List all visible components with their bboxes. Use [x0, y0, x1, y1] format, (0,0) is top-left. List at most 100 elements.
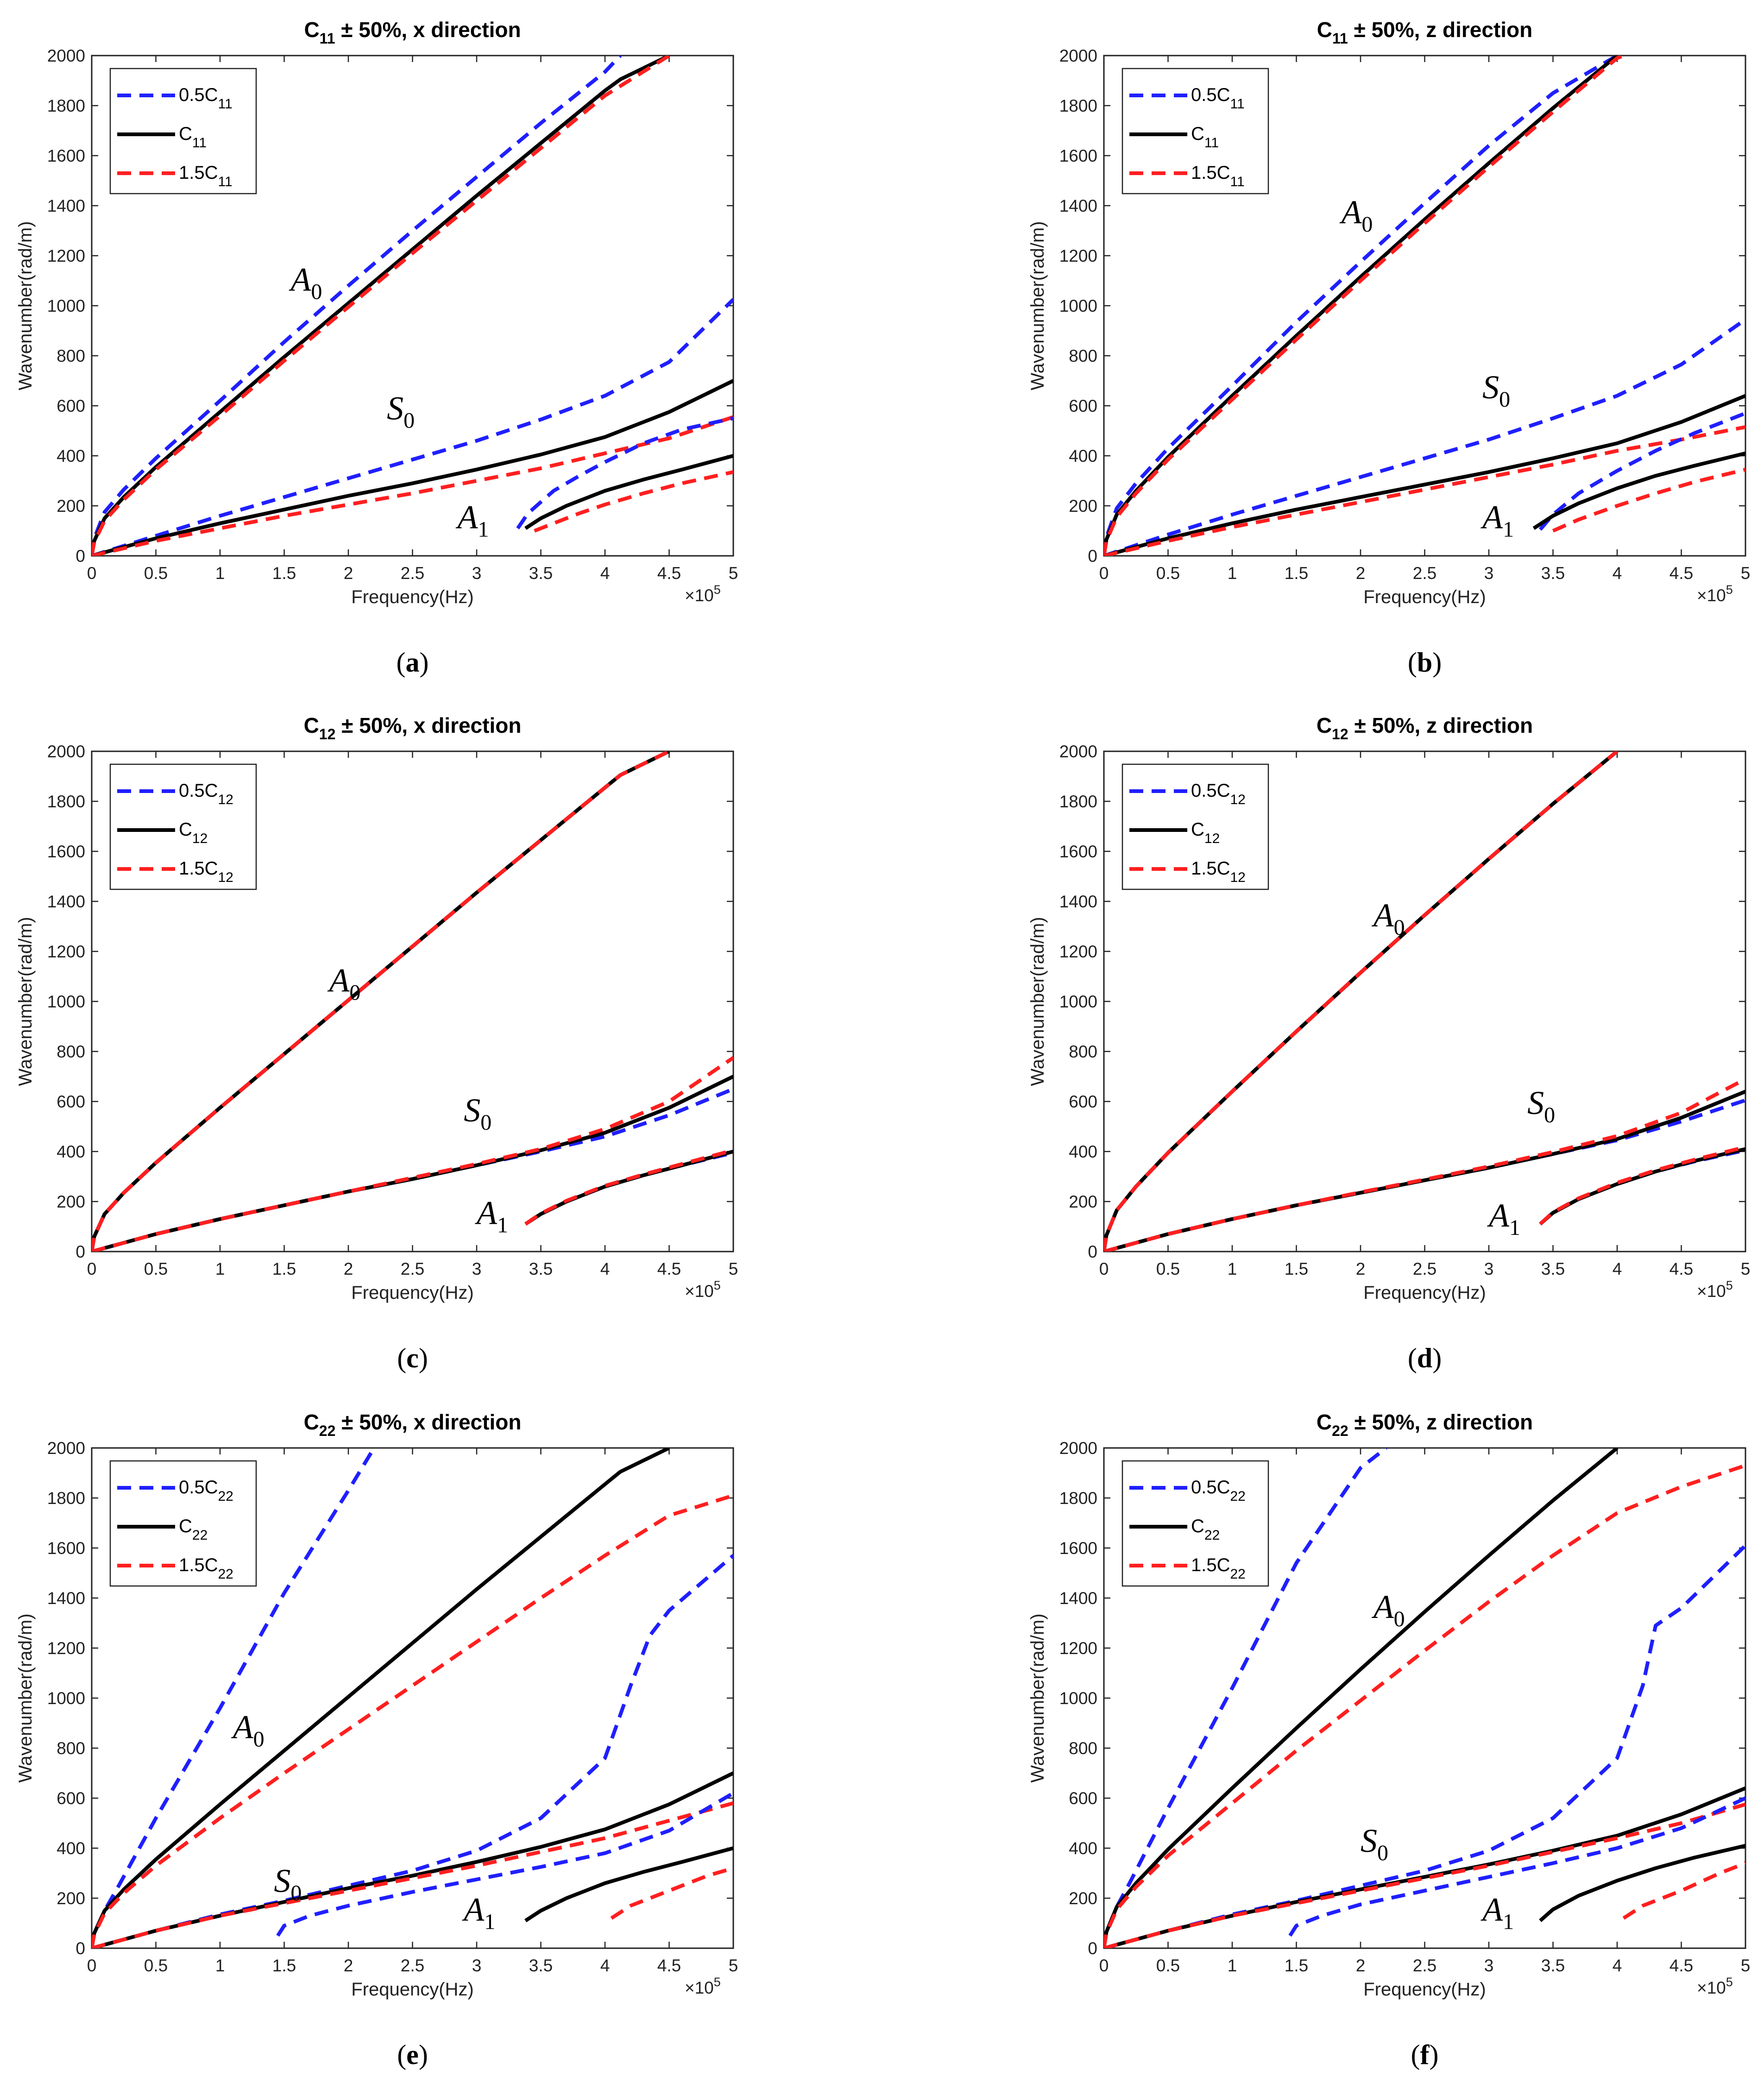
panel-d-y-tick-label: 1400 [1059, 892, 1097, 911]
panel-b-x-tick-label: 0.5 [1156, 564, 1180, 583]
panel-b-x-tick-label: 2 [1356, 564, 1366, 583]
panel-e-y-tick-label: 1200 [47, 1639, 85, 1658]
panel-c-y-tick-label: 600 [57, 1092, 85, 1111]
panel-a-y-tick-label: 600 [57, 396, 85, 415]
panel-a-title: C11 ± 50%, x direction [304, 18, 521, 47]
panel-f-y-tick-label: 1200 [1059, 1639, 1097, 1658]
panel-d-series-a1-1-5c12 [1539, 1145, 1745, 1226]
panel-b-legend: 0.5C11 C11 1.5C11 [1121, 68, 1269, 195]
panel-e-x-tick-label: 5 [729, 1956, 738, 1975]
panel-e-mode-label-s0: S0 [274, 1863, 302, 1906]
panel-f-x-tick-label: 1 [1228, 1956, 1237, 1975]
panel-f-label: (f) [1411, 2039, 1439, 2070]
panel-f-series-group [1104, 1448, 1745, 1948]
panel-f-x-tick-label: 4 [1613, 1956, 1622, 1975]
panel-e-series-a1-1-5c22 [610, 1866, 733, 1920]
panel-c-y-tick-label: 2000 [47, 742, 85, 761]
panel-f-mode-label-a0: A0 [1372, 1588, 1405, 1631]
panel-b-series-a0-0-5c11 [1104, 56, 1619, 556]
panel-b-x-axis-label: Frequency(Hz) [1363, 587, 1486, 607]
panel-d-legend-entry: 1.5C12 [1191, 858, 1246, 885]
panel-b-y-tick-label: 1400 [1059, 196, 1097, 215]
panel-a-series-a0-1-5c11 [92, 56, 670, 556]
panel-f-legend-entry: 0.5C22 [1191, 1477, 1246, 1504]
panel-c-mode-label-a0: A0 [327, 962, 360, 1005]
panel-a-legend-box [109, 68, 257, 195]
panel-a: 0 0.5 1 1.5 2 2.5 3 3.5 4 4.5 5 0 200 400 600 800 1000 12… [15, 18, 738, 678]
panel-d-x-tick-label: 0 [1099, 1259, 1109, 1278]
panel-d-y-tick-label: 800 [1069, 1042, 1097, 1061]
panel-b-mode-label-s0: S0 [1482, 369, 1510, 412]
panel-b-y-axis-label: Wavenumber(rad/m) [1027, 221, 1048, 390]
panel-e-x-tick-label: 0.5 [144, 1956, 168, 1975]
panel-e-x-tick-label: 2.5 [401, 1956, 424, 1975]
panel-f-series-s0-c22 [1104, 1786, 1745, 1948]
panel-f-y-tick-label: 200 [1069, 1889, 1097, 1908]
panel-d-x-tick-label: 5 [1741, 1259, 1751, 1278]
panel-c-legend-entry: C12 [179, 819, 208, 846]
panel-d-label: (d) [1408, 1343, 1442, 1373]
panel-f-legend: 0.5C22 C22 1.5C22 [1121, 1460, 1269, 1587]
panel-c-x-axis-label: Frequency(Hz) [351, 1283, 474, 1303]
panel-e-y-tick-label: 2000 [47, 1439, 85, 1458]
panel-d-mode-label-a0: A0 [1372, 897, 1405, 940]
panel-d-y-tick-label: 1000 [1059, 992, 1097, 1011]
panel-f-series-a1-1-5c22 [1622, 1861, 1745, 1920]
panel-e-title: C22 ± 50%, x direction [304, 1410, 522, 1439]
panel-d-y-tick-label: 400 [1069, 1142, 1097, 1161]
panel-e-series-group [92, 1448, 733, 1948]
panel-f-mode-label-a1: A1 [1480, 1891, 1514, 1934]
panel-f-x-tick-label: 2 [1356, 1956, 1366, 1975]
panel-f-legend-entry: C22 [1191, 1516, 1220, 1543]
panel-f-x-tick-label: 5 [1741, 1956, 1751, 1975]
panel-d-y-tick-label: 0 [1088, 1242, 1097, 1261]
panel-e-y-tick-label: 0 [76, 1939, 85, 1958]
panel-a-y-axis-label: Wavenumber(rad/m) [15, 221, 36, 390]
panel-d-y-axis-label: Wavenumber(rad/m) [1027, 917, 1048, 1086]
panel-d-legend-box [1121, 763, 1269, 890]
panel-b-y-tick-label: 200 [1069, 497, 1097, 516]
panel-d-y-tick-label: 600 [1069, 1092, 1097, 1111]
panel-e-series-s0-1-5c22 [92, 1801, 733, 1948]
panel-f-y-tick-label: 1800 [1059, 1489, 1097, 1508]
panel-b-x-tick-label: 3.5 [1541, 564, 1565, 583]
panel-b-x-tick-label: 4 [1613, 564, 1622, 583]
panel-c-x-tick-label: 3.5 [529, 1259, 553, 1278]
panel-b-x-tick-label: 2.5 [1413, 564, 1436, 583]
panel-b-y-tick-label: 1000 [1059, 296, 1097, 315]
panel-e-legend: 0.5C22 C22 1.5C22 [109, 1460, 257, 1587]
panel-f-series-s0-0-5c22 [1104, 1544, 1745, 1948]
panel-c-x-tick-label: 1.5 [272, 1259, 296, 1278]
panel-e-x-axis-label: Frequency(Hz) [351, 1979, 474, 2000]
panel-c-x-tick-label: 0 [87, 1259, 97, 1278]
panel-e-x-tick-label: 1.5 [272, 1956, 296, 1975]
panel-b-series-s0-c11 [1104, 394, 1745, 556]
panel-f-y-tick-label: 0 [1088, 1939, 1097, 1958]
panel-a-x-tick-label: 5 [729, 564, 738, 583]
panel-b-series-s0-1-5c11 [1104, 425, 1745, 556]
panel-e-y-tick-label: 800 [57, 1739, 85, 1758]
panel-e-y-tick-label: 1000 [47, 1689, 85, 1708]
panel-e-y-tick-label: 1800 [47, 1489, 85, 1508]
panel-e-x-exponent: ×105 [685, 1975, 721, 1997]
panel-a-series-s0-c11 [92, 379, 733, 556]
panel-e-y-tick-label: 1600 [47, 1539, 85, 1558]
panel-a-mode-label-a0: A0 [289, 261, 322, 304]
panel-e-mode-label-a1: A1 [462, 1891, 495, 1934]
panel-c-series-group [92, 751, 733, 1252]
panel-a-x-tick-label: 2.5 [401, 564, 424, 583]
panel-d-x-tick-label: 2 [1356, 1259, 1366, 1278]
panel-f-y-tick-label: 800 [1069, 1739, 1097, 1758]
panel-a-x-axis-label: Frequency(Hz) [351, 587, 474, 607]
panel-a-y-tick-label: 2000 [47, 46, 85, 65]
panel-e-x-tick-label: 1 [215, 1956, 225, 1975]
panel-e-x-tick-label: 2 [344, 1956, 353, 1975]
panel-c-y-axis-label: Wavenumber(rad/m) [15, 917, 36, 1086]
panel-b-series-a0-c11 [1104, 56, 1619, 556]
panel-a-y-tick-label: 1800 [47, 96, 85, 115]
panel-e-label: (e) [397, 2039, 428, 2070]
panel-b-x-tick-label: 0 [1099, 564, 1109, 583]
panel-d: 0 0.5 1 1.5 2 2.5 3 3.5 4 4.5 5 0 200 400 600 800 1000 12… [1027, 713, 1750, 1373]
panel-b-legend-entry: 0.5C11 [1191, 85, 1245, 112]
panel-b-y-tick-label: 600 [1069, 396, 1097, 415]
